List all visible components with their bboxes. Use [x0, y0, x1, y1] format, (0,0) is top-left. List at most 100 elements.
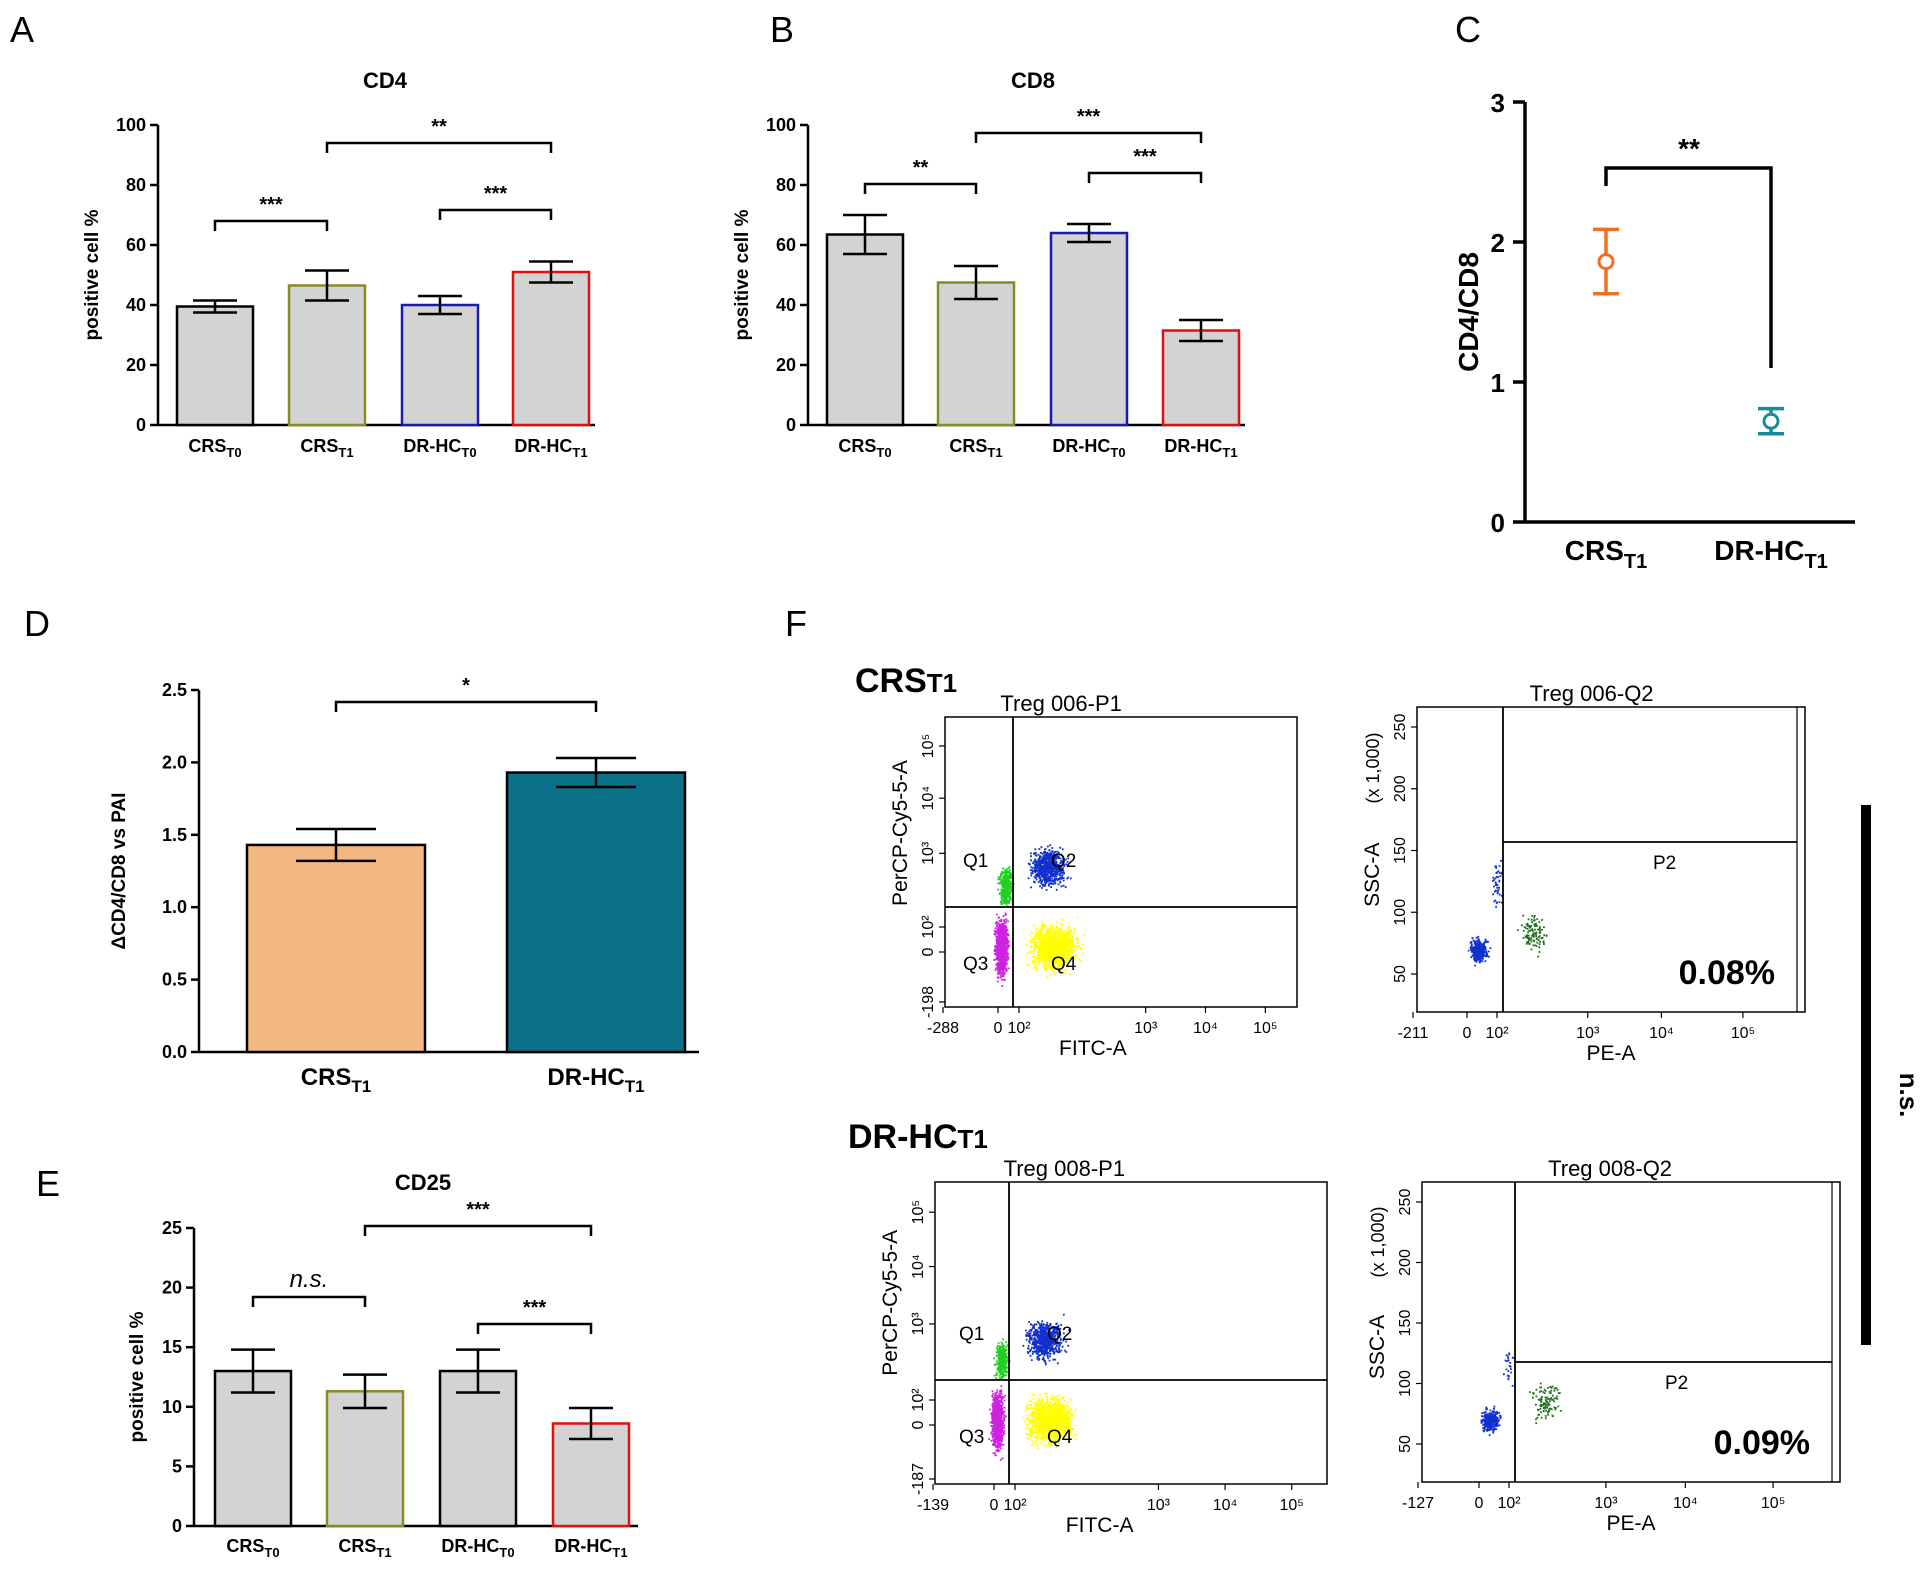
- y-tick-label: 100: [1392, 899, 1409, 926]
- y-tick-label: 10³: [910, 1312, 927, 1336]
- bar: [289, 286, 365, 426]
- significance-bracket: [365, 1226, 591, 1236]
- x-tick-label-main: DR-HC: [403, 436, 461, 456]
- x-tick-label: 10⁴: [1649, 1025, 1674, 1042]
- group-label: DR-HCT1: [848, 1118, 988, 1156]
- significance-bracket: [865, 184, 976, 194]
- y-tick-label: 250: [1397, 1189, 1414, 1216]
- flow-group-crs-t1: CRST1 Treg 006-P1 Q1 Q2 Q3 Q4 FITC-A PerCP-Cy5-…: [855, 662, 1805, 1065]
- y-tick-label: 150: [1397, 1310, 1414, 1337]
- x-tick-label: 10⁴: [1193, 1020, 1218, 1037]
- data-point: [1599, 255, 1613, 269]
- bar: [215, 1371, 291, 1526]
- y-tick-label: 0.5: [162, 970, 187, 990]
- panel-letter-c: C: [1455, 9, 1481, 50]
- bar: [938, 283, 1014, 426]
- quadrant-label-q4: Q4: [1047, 1427, 1073, 1448]
- x-tick-label: CRST0: [188, 436, 241, 460]
- group-label-sub: T1: [958, 1124, 988, 1154]
- x-tick-label: 10³: [1576, 1025, 1600, 1042]
- significance-label: **: [913, 157, 929, 179]
- significance-bracket: [478, 1324, 591, 1334]
- flow-plot-right: Treg 006-Q2P20.08%PE-ASSC-A(x 1,000)-211…: [1361, 681, 1805, 1065]
- x-tick-label-main: CRS: [1565, 535, 1624, 566]
- x-tick-label-main: DR-HC: [547, 1064, 624, 1091]
- x-tick-label: 10⁴: [1673, 1495, 1698, 1512]
- x-tick-label-sub: T0: [226, 445, 241, 460]
- y-tick-label: 1: [1491, 368, 1505, 398]
- x-tick-label-main: CRS: [188, 436, 226, 456]
- y-tick-label: 5: [172, 1456, 182, 1476]
- x-tick-label-main: DR-HC: [441, 1536, 499, 1556]
- y-tick-label: 2.0: [162, 752, 187, 772]
- y-tick-label: 20: [126, 355, 146, 375]
- quadrant-label-q4: Q4: [1051, 954, 1077, 975]
- significance-bracket: [215, 221, 327, 231]
- x-tick-label-sub: T0: [461, 445, 476, 460]
- y-tick-label: 80: [126, 175, 146, 195]
- y-axis-label: positive cell %: [82, 209, 103, 340]
- x-tick-label: CRST0: [838, 436, 891, 460]
- x-tick-label-sub: T0: [264, 1545, 279, 1560]
- y-tick-label: 150: [1392, 837, 1409, 864]
- data-point: [1764, 414, 1778, 428]
- x-tick-label: 10³: [1594, 1495, 1618, 1512]
- chart-c-cd4-cd8-ratio: CD4/CD80123CRST1 DR-HCT1**: [1453, 88, 1855, 573]
- y-tick-label: 2: [1491, 228, 1505, 258]
- group-label-sub: T1: [927, 668, 957, 698]
- x-tick-label: CRST1: [300, 436, 353, 460]
- flow-plot-right: Treg 008-Q2P20.09%PE-ASSC-A(x 1,000)-127…: [1366, 1156, 1840, 1535]
- bar: [327, 1391, 403, 1526]
- event-dots: [988, 1385, 1006, 1461]
- y-tick-label: 250: [1392, 714, 1409, 741]
- y-tick-label: 10²: [920, 915, 937, 939]
- x-axis-label: PE-A: [1586, 1042, 1635, 1065]
- x-tick-label: -211: [1398, 1025, 1429, 1042]
- y-tick-label: 10: [162, 1397, 182, 1417]
- significance-bracket: [1089, 173, 1201, 183]
- y-tick-label: 200: [1392, 775, 1409, 802]
- x-tick-label-sub: T1: [1624, 551, 1647, 573]
- x-tick-label-sub: T0: [499, 1545, 514, 1560]
- significance-label: ***: [259, 194, 283, 216]
- chart-b-cd8: CD8positive cell %020406080100CRST0 CRST1…: [732, 68, 1245, 460]
- event-dots: [1529, 1383, 1562, 1425]
- significance-label: **: [1678, 133, 1700, 164]
- x-tick-label: DR-HCT1: [1164, 436, 1237, 460]
- y-tick-label: 10⁴: [910, 1254, 927, 1279]
- x-tick-label: 10³: [1147, 1497, 1171, 1514]
- panel-letter-b: B: [770, 9, 794, 50]
- x-tick-label-sub: T1: [1222, 445, 1237, 460]
- gate-label: P2: [1665, 1373, 1688, 1394]
- x-tick-label-sub: T1: [612, 1545, 627, 1560]
- bar: [177, 307, 253, 426]
- plot-title: Treg 008-P1: [1004, 1156, 1125, 1181]
- x-tick-label: DR-HCT1: [547, 1064, 644, 1096]
- figure-canvas: A B C D E F CD4positive cell %0204060801…: [0, 0, 1922, 1571]
- y-tick-label: 200: [1397, 1249, 1414, 1276]
- quadrant-label-q1: Q1: [963, 851, 988, 872]
- y-tick-label: 1.0: [162, 897, 187, 917]
- significance-label: **: [431, 116, 447, 138]
- panel-letter-e: E: [36, 1163, 60, 1204]
- event-dots: [1480, 1406, 1501, 1436]
- panel-letter-a: A: [10, 9, 34, 50]
- x-tick-label-sub: T1: [1804, 551, 1827, 573]
- x-tick-label-sub: T1: [338, 445, 353, 460]
- flow-cytometry-panel: CRST1Treg 006-P1Q1 Q2Q3 Q4FITC-APerCP-Cy5-…: [848, 662, 1922, 1537]
- x-tick-label: 10⁵: [1731, 1025, 1755, 1042]
- x-tick-label-main: DR-HC: [554, 1536, 612, 1556]
- x-tick-label-main: CRS: [838, 436, 876, 456]
- y-tick-label: 0: [172, 1516, 182, 1536]
- chart-a-cd4: CD4positive cell %020406080100CRST0 CRST1…: [82, 68, 595, 460]
- x-tick-label: -139: [917, 1497, 949, 1514]
- x-tick-label: 0: [990, 1497, 999, 1514]
- x-tick-label-sub: T1: [376, 1545, 391, 1560]
- x-tick-label-main: DR-HC: [1164, 436, 1222, 456]
- group-label-main: CRS: [855, 662, 927, 700]
- bar: [402, 305, 478, 425]
- x-tick-label: 10⁵: [1761, 1495, 1785, 1512]
- y-tick-label: 50: [1397, 1435, 1414, 1453]
- significance-bracket: [336, 702, 596, 712]
- y-tick-label: 25: [162, 1218, 182, 1238]
